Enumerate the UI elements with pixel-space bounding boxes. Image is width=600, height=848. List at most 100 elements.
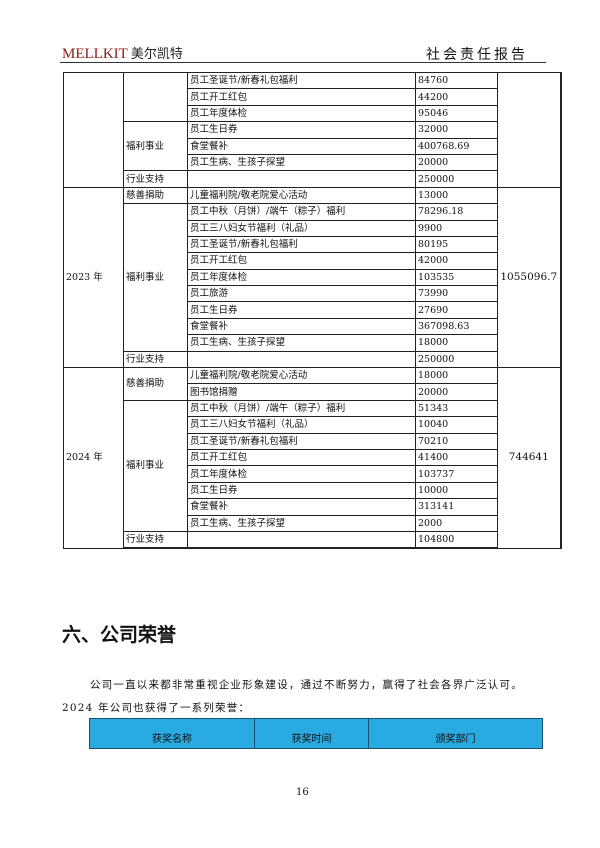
table-row: 食堂餐补 313141 — [64, 498, 561, 516]
category-cell: 慈善捐助 — [123, 186, 188, 205]
table-row: 2024 年慈善捐助 儿童福利院/敬老院爱心活动 18000 744641 — [63, 367, 562, 549]
item-cell: 员工开工红包 — [187, 448, 416, 467]
amount-cell: 44200 — [415, 88, 498, 106]
table-row: 员工三八妇女节福利（礼品） 9900 — [64, 219, 561, 237]
item-cell: 员工生日券 — [187, 481, 416, 500]
amount-cell: 95046 — [415, 104, 498, 123]
table-row: 员工开工红包 41400 — [64, 448, 561, 467]
table-row: 行业支持 250000 — [64, 170, 561, 188]
paragraph-line-2: 2024 年公司也获得了一系列荣誉： — [62, 702, 251, 714]
amount-cell: 250000 — [415, 350, 498, 369]
amount-cell: 367098.63 — [415, 317, 498, 336]
item-cell: 儿童福利院/敬老院爱心活动 — [187, 367, 416, 385]
awards-header-time: 获奖时间 — [254, 718, 369, 749]
amount-cell: 10000 — [415, 481, 498, 500]
category-cell — [123, 71, 188, 123]
item-cell: 员工圣诞节/新春礼包福利 — [187, 235, 416, 254]
item-cell: 儿童福利院/敬老院爱心活动 — [187, 186, 416, 205]
table-row: 福利事业 员工中秋（月饼）/端午（粽子）福利 78296.18 — [64, 203, 561, 352]
item-cell: 员工年度体检 — [187, 104, 416, 123]
awards-header-dept: 颁奖部门 — [368, 718, 543, 749]
item-cell: 员工生日券 — [187, 301, 416, 319]
amount-cell: 250000 — [415, 170, 498, 188]
category-cell: 慈善捐助 — [123, 367, 188, 401]
table-row: 福利事业 员工生日券 32000 — [64, 121, 561, 172]
amount-cell: 42000 — [415, 252, 498, 270]
table-row: 行业支持 250000 — [64, 350, 561, 369]
awards-header-name: 获奖名称 — [89, 718, 255, 749]
item-cell — [187, 530, 416, 550]
year-cell — [63, 72, 124, 188]
table-row: 员工年度体检 95046 — [64, 104, 561, 123]
amount-cell: 103535 — [415, 268, 498, 287]
item-cell: 食堂餐补 — [187, 498, 416, 516]
amount-cell: 73990 — [415, 285, 498, 303]
table-row: 员工生病、生孩子探望 20000 — [64, 153, 561, 172]
year-cell: 2024 年 — [63, 367, 124, 549]
header-divider — [60, 62, 546, 63]
paragraph-line-1: 公司一直以来都非常重视企业形象建设，通过不断努力，赢得了社会各界广泛认可。 — [90, 679, 523, 691]
table-row: 员工生日券 10000 — [64, 481, 561, 500]
table-row: 员工年度体检 103737 — [64, 465, 561, 483]
table-row: 员工圣诞节/新春礼包福利 84760 — [63, 71, 562, 188]
item-cell: 员工旅游 — [187, 285, 416, 303]
amount-cell: 10040 — [415, 416, 498, 434]
table-row: 福利事业 员工中秋（月饼）/端午（粽子）福利 51343 — [64, 399, 561, 532]
item-cell: 员工开工红包 — [187, 88, 416, 106]
table-row: 员工生病、生孩子探望 2000 — [64, 514, 561, 532]
table-row: 员工圣诞节/新春礼包福利 80195 — [64, 235, 561, 254]
item-cell — [187, 350, 416, 369]
category-cell: 行业支持 — [123, 530, 188, 550]
report-title: 社会责任报告 — [426, 47, 528, 63]
amount-cell: 80195 — [415, 235, 498, 254]
amount-cell: 18000 — [415, 334, 498, 352]
table-row: 行业支持 104800 — [64, 530, 561, 550]
table-row: 食堂餐补 367098.63 — [64, 317, 561, 336]
item-cell: 员工三八妇女节福利（礼品） — [187, 219, 416, 237]
amount-cell: 103737 — [415, 465, 498, 483]
item-cell: 员工生病、生孩子探望 — [187, 334, 416, 352]
amount-cell: 51343 — [415, 399, 498, 418]
total-cell: 1055096.7 — [497, 186, 562, 369]
awards-header-row: 获奖名称 获奖时间 颁奖部门 — [89, 718, 543, 749]
amount-cell: 27690 — [415, 301, 498, 319]
amount-cell: 78296.18 — [415, 203, 498, 221]
table-row: 员工旅游 73990 — [64, 285, 561, 303]
category-cell: 福利事业 — [123, 399, 188, 532]
category-cell: 福利事业 — [123, 121, 188, 172]
item-cell: 员工生日券 — [187, 121, 416, 139]
table-row: 2023 年慈善捐助 儿童福利院/敬老院爱心活动 13000 1055096.7 — [63, 186, 562, 369]
item-cell: 员工生病、生孩子探望 — [187, 153, 416, 172]
amount-cell: 84760 — [415, 71, 498, 90]
item-cell: 员工中秋（月饼）/端午（粽子）福利 — [187, 203, 416, 221]
section-title: 六、公司荣誉 — [62, 624, 177, 646]
item-cell: 员工圣诞节/新春礼包福利 — [187, 71, 416, 90]
item-cell: 食堂餐补 — [187, 137, 416, 155]
table-row: 员工生病、生孩子探望 18000 — [64, 334, 561, 352]
header-brand: MELLKIT 美尔凯特 — [62, 43, 183, 63]
item-cell: 食堂餐补 — [187, 317, 416, 336]
amount-cell: 313141 — [415, 498, 498, 516]
category-cell: 行业支持 — [123, 170, 188, 188]
item-cell: 图书馆捐赠 — [187, 383, 416, 401]
total-cell — [497, 72, 562, 188]
awards-table: 获奖名称 获奖时间 颁奖部门 — [89, 718, 543, 749]
amount-cell: 20000 — [415, 153, 498, 172]
category-cell: 行业支持 — [123, 350, 188, 369]
year-cell: 2023 年 — [63, 186, 124, 369]
category-cell: 福利事业 — [123, 203, 188, 352]
brand-logo-text: MELLKIT — [62, 46, 128, 62]
amount-cell: 20000 — [415, 383, 498, 401]
item-cell — [187, 170, 416, 188]
amount-cell: 400768.69 — [415, 137, 498, 155]
amount-cell: 18000 — [415, 367, 498, 385]
total-cell: 744641 — [497, 367, 562, 549]
page-number: 16 — [296, 787, 309, 798]
item-cell: 员工开工红包 — [187, 252, 416, 270]
donation-table: 员工圣诞节/新春礼包福利 84760 员工开工红包 44200 员工年度体检 95046 福… — [63, 71, 562, 550]
amount-cell: 13000 — [415, 186, 498, 205]
amount-cell: 70210 — [415, 432, 498, 450]
item-cell: 员工生病、生孩子探望 — [187, 514, 416, 532]
item-cell: 员工三八妇女节福利（礼品） — [187, 416, 416, 434]
